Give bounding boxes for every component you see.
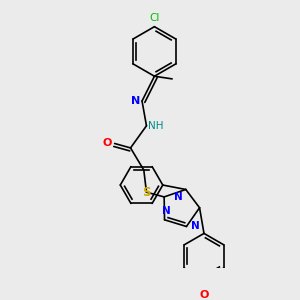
Text: Cl: Cl	[149, 13, 160, 23]
Text: NH: NH	[148, 121, 164, 131]
Text: O: O	[199, 290, 209, 300]
Text: S: S	[142, 186, 151, 199]
Text: N: N	[162, 206, 171, 216]
Text: N: N	[191, 221, 200, 232]
Text: N: N	[174, 192, 183, 202]
Text: N: N	[131, 96, 140, 106]
Text: O: O	[103, 139, 112, 148]
